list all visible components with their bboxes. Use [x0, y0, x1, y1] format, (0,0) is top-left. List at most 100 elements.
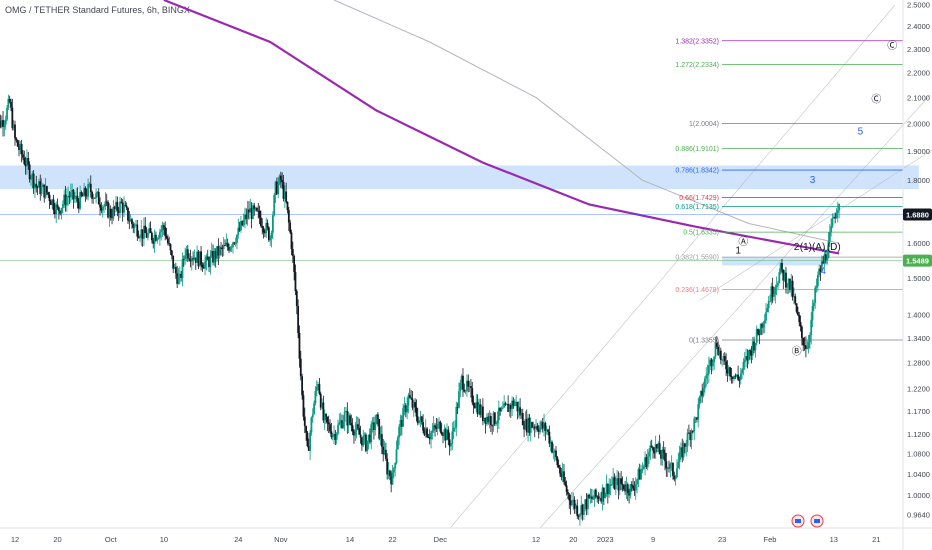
- candle-body: [681, 447, 684, 458]
- candle-body: [632, 485, 634, 489]
- candle-body: [314, 390, 317, 404]
- wave-label: 1: [735, 245, 741, 256]
- candle-body: [762, 323, 765, 328]
- candle-body: [711, 362, 714, 367]
- candle-body: [533, 426, 536, 429]
- candle-body: [536, 426, 539, 430]
- candle-body: [12, 124, 15, 129]
- x-tick-label: Oct: [105, 535, 118, 544]
- candle-body: [439, 421, 442, 432]
- candle-body: [435, 427, 438, 429]
- candle-body: [367, 434, 370, 441]
- candle-body: [572, 499, 575, 502]
- candle-body: [294, 272, 297, 292]
- candle-body: [548, 431, 551, 444]
- x-tick-label: 22: [388, 535, 396, 544]
- candle-body: [699, 390, 702, 397]
- candle-body: [511, 400, 514, 409]
- candle-body: [741, 369, 743, 374]
- candle-body: [15, 138, 18, 141]
- candle-body: [551, 441, 553, 453]
- candle-body: [120, 201, 123, 203]
- candle-body: [669, 463, 672, 469]
- candle-body: [523, 425, 525, 430]
- candle-body: [361, 437, 363, 446]
- y-tick-label: 1.4000: [907, 311, 930, 320]
- candle-body: [419, 416, 422, 421]
- candle-body: [407, 395, 410, 406]
- candle-body: [569, 500, 572, 506]
- candle-body: [156, 238, 159, 241]
- candle-body: [311, 414, 314, 418]
- x-tick-label: 21: [872, 535, 880, 544]
- candle-body: [581, 505, 584, 515]
- candle-body: [576, 505, 579, 516]
- candle-body: [76, 195, 79, 202]
- candle-body: [702, 388, 705, 396]
- candle-body: [210, 251, 213, 256]
- candle-body: [556, 457, 559, 465]
- candle-body: [89, 183, 92, 193]
- candle-body: [217, 246, 220, 256]
- candle-body: [43, 184, 46, 198]
- candle-body: [747, 350, 750, 361]
- candle-body: [520, 412, 523, 416]
- candle-body: [196, 251, 199, 263]
- candle-body: [339, 420, 342, 423]
- candle-body: [61, 203, 64, 209]
- candle-body: [743, 359, 746, 362]
- candle-body: [803, 345, 806, 347]
- candle-body: [180, 273, 183, 278]
- candle-body: [185, 249, 188, 256]
- candle-body: [141, 229, 144, 239]
- candle-body: [497, 407, 500, 421]
- candle-body: [201, 264, 204, 268]
- x-tick-label: 12: [532, 535, 540, 544]
- candle-body: [204, 261, 206, 269]
- candle-body: [26, 158, 28, 167]
- candle-body: [620, 478, 623, 484]
- candle-body: [290, 232, 293, 250]
- x-tick-label: Feb: [764, 535, 777, 544]
- candle-body: [72, 189, 75, 200]
- candle-body: [240, 221, 242, 231]
- candle-body: [88, 183, 91, 185]
- y-tick-label: 1.3400: [907, 334, 930, 343]
- candle-body: [636, 479, 638, 485]
- candle-body: [464, 390, 467, 392]
- fan-line: [449, 4, 896, 529]
- x-tick-label: 20: [53, 535, 61, 544]
- candle-body: [689, 432, 692, 441]
- zone-rect: [722, 256, 829, 266]
- candle-body: [65, 197, 68, 206]
- candle-body: [325, 414, 327, 417]
- candle-body: [758, 334, 761, 335]
- candle-body: [613, 477, 616, 490]
- candle-body: [208, 259, 210, 268]
- candle-body: [541, 422, 544, 429]
- candle-body: [719, 350, 722, 361]
- y-tick-label: 2.3000: [907, 45, 930, 54]
- candle-body: [35, 184, 38, 187]
- candle-body: [85, 195, 88, 197]
- candle-body: [753, 341, 755, 351]
- candle-body: [14, 124, 16, 139]
- candle-body: [794, 296, 797, 304]
- candle-body: [338, 422, 341, 425]
- candle-body: [742, 361, 745, 370]
- candle-body: [717, 346, 720, 355]
- candle-body: [737, 374, 739, 380]
- candle-body: [306, 432, 309, 447]
- candle-body: [115, 201, 117, 210]
- candle-body: [359, 434, 362, 438]
- candle-body: [73, 198, 76, 200]
- candle-body: [443, 429, 446, 436]
- candle-body: [778, 272, 781, 283]
- candle-body: [80, 192, 83, 196]
- candle-body: [166, 238, 169, 244]
- candle-body: [57, 207, 60, 212]
- candle-body: [100, 207, 103, 211]
- events-layer[interactable]: [791, 514, 824, 528]
- candle-body: [209, 255, 212, 268]
